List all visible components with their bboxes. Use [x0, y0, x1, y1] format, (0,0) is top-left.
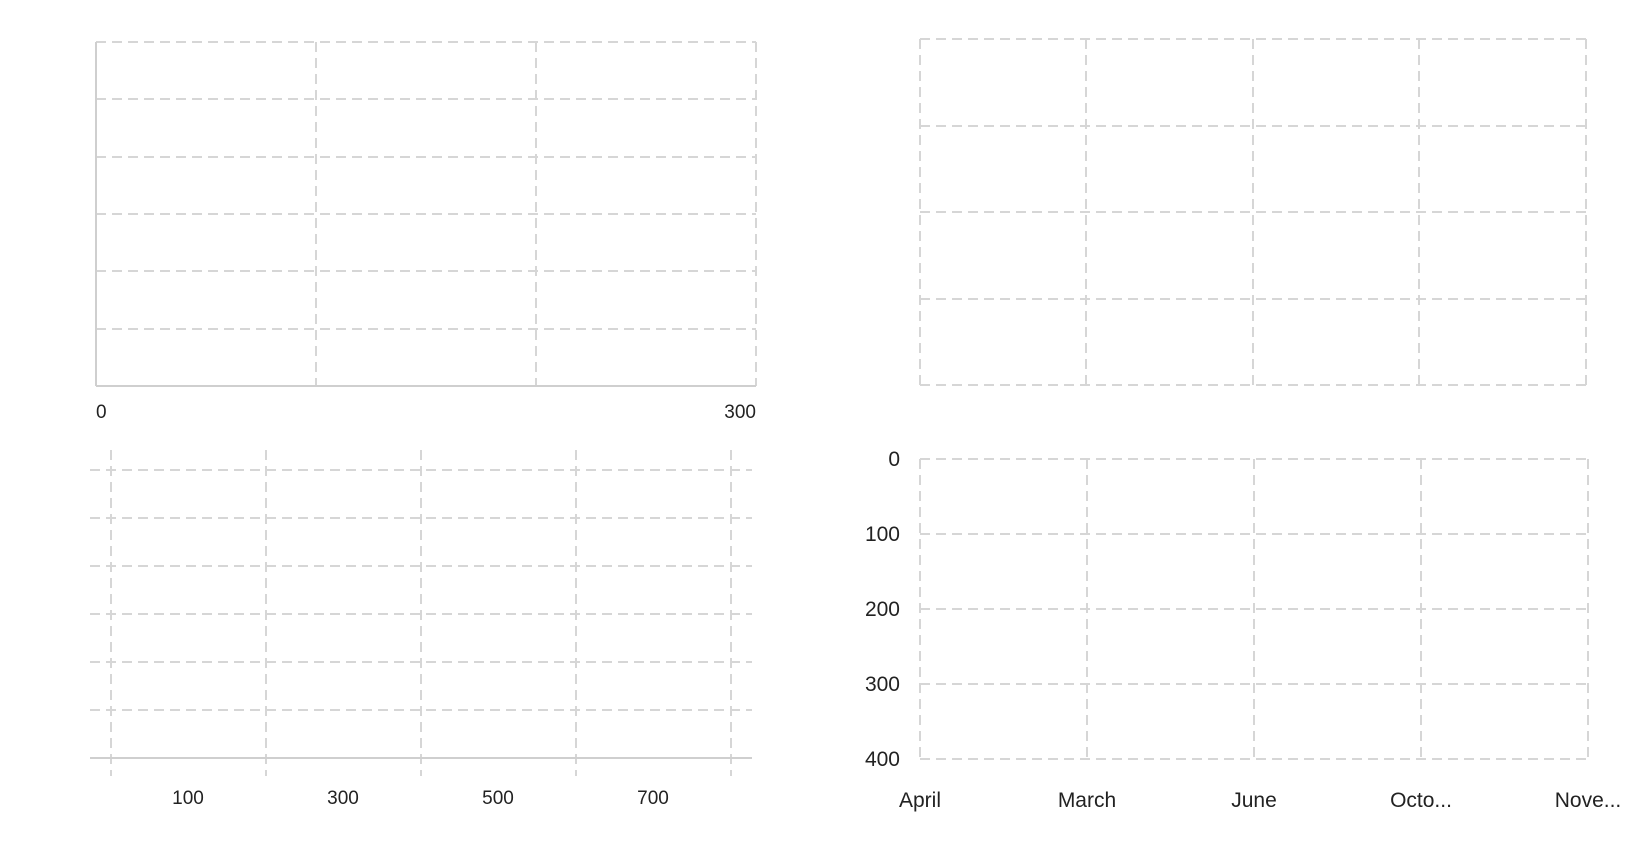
chart-bottom-right-x-tick-2: June	[1231, 789, 1277, 812]
chart-bottom-left-x-tick-2: 500	[482, 788, 514, 809]
chart-bottom-right-y-tick-4: 400	[865, 748, 900, 771]
chart-bottom-left: 100 300 500 700	[90, 450, 752, 809]
chart-top-left-x-tick-0: 0	[96, 402, 107, 423]
chart-bottom-right-x-tick-1: March	[1058, 789, 1116, 812]
chart-top-left: 0 300	[95, 41, 757, 423]
chart-bottom-right-x-tick-4: Nove...	[1555, 789, 1622, 812]
chart-top-right-grid	[919, 38, 1587, 386]
chart-bottom-right-y-tick-3: 300	[865, 673, 900, 696]
chart-bottom-right-y-tick-0: 0	[888, 448, 900, 471]
chart-bottom-right-x-tick-3: Octo...	[1390, 789, 1452, 812]
chart-bottom-left-grid	[90, 450, 752, 776]
chart-bottom-left-x-tick-0: 100	[172, 788, 204, 809]
chart-bottom-right-grid	[919, 458, 1589, 760]
chart-top-left-grid	[96, 41, 757, 386]
chart-bottom-right-y-tick-2: 200	[865, 598, 900, 621]
chart-bottom-left-x-tick-3: 700	[637, 788, 669, 809]
chart-bottom-right-x-tick-0: April	[899, 789, 941, 812]
chart-top-left-x-tick-1: 300	[724, 402, 756, 423]
chart-top-right	[919, 38, 1587, 386]
chart-bottom-right-y-tick-1: 100	[865, 523, 900, 546]
chart-bottom-left-x-tick-1: 300	[327, 788, 359, 809]
chart-bottom-right: 0 100 200 300 400 April March June Octo.…	[865, 448, 1622, 812]
